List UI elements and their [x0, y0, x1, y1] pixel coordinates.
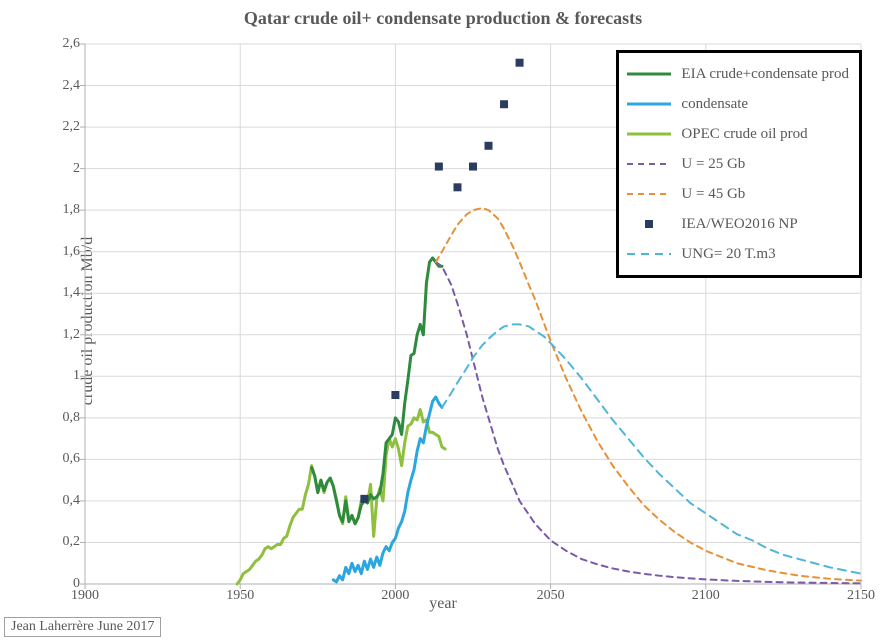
legend-swatch	[625, 184, 673, 204]
y-tick-label: 0,8	[30, 410, 80, 426]
y-tick-label: 1	[30, 368, 80, 384]
y-tick-label: 2,6	[30, 36, 80, 52]
x-axis-label: year	[0, 595, 886, 613]
legend-item-opec: OPEC crude oil prod	[625, 119, 849, 149]
data-point	[469, 163, 477, 171]
data-point	[391, 391, 399, 399]
legend-label: condensate	[681, 96, 748, 113]
legend-label: OPEC crude oil prod	[681, 126, 807, 143]
legend-label: U = 25 Gb	[681, 156, 745, 173]
legend-swatch	[625, 124, 673, 144]
legend-item-eia: EIA crude+condensate prod	[625, 59, 849, 89]
legend-item-ung20: UNG= 20 T.m3	[625, 239, 849, 269]
legend-swatch	[625, 64, 673, 84]
legend-swatch	[625, 94, 673, 114]
legend-item-iea: IEA/WEO2016 NP	[625, 209, 849, 239]
y-tick-label: 1,2	[30, 327, 80, 343]
y-tick-label: 0,4	[30, 493, 80, 509]
x-tick-label: 1950	[210, 588, 270, 604]
series-eia	[312, 258, 442, 524]
y-tick-label: 1,8	[30, 202, 80, 218]
legend-label: U = 45 Gb	[681, 186, 745, 203]
legend-swatch	[625, 154, 673, 174]
legend-item-u25: U = 25 Gb	[625, 149, 849, 179]
data-point	[453, 183, 461, 191]
y-tick-label: 1,4	[30, 285, 80, 301]
y-tick-label: 0,6	[30, 451, 80, 467]
series-opec	[237, 410, 445, 584]
data-point	[435, 163, 443, 171]
legend-item-u45: U = 45 Gb	[625, 179, 849, 209]
legend-label: EIA crude+condensate prod	[681, 66, 849, 83]
data-point	[360, 495, 368, 503]
series-condensate	[333, 397, 442, 582]
y-tick-label: 1,6	[30, 244, 80, 260]
data-point	[500, 100, 508, 108]
y-tick-label: 2,4	[30, 78, 80, 94]
legend-label: IEA/WEO2016 NP	[681, 216, 797, 233]
chart-title: Qatar crude oil+ condensate production &…	[0, 8, 886, 29]
series-ung20	[442, 324, 861, 573]
x-tick-label: 2000	[365, 588, 425, 604]
series-u25	[436, 262, 861, 583]
data-point	[516, 59, 524, 67]
chart-container: Qatar crude oil+ condensate production &…	[0, 0, 886, 641]
y-tick-label: 2,2	[30, 119, 80, 135]
legend-swatch	[625, 214, 673, 234]
x-tick-label: 2050	[521, 588, 581, 604]
legend-label: UNG= 20 T.m3	[681, 246, 775, 263]
y-tick-label: 0,2	[30, 534, 80, 550]
legend: EIA crude+condensate prod condensate OPEC …	[616, 50, 862, 278]
x-tick-label: 2100	[676, 588, 736, 604]
y-tick-label: 2	[30, 161, 80, 177]
data-point	[485, 142, 493, 150]
legend-swatch	[625, 244, 673, 264]
x-tick-label: 1900	[55, 588, 115, 604]
x-tick-label: 2150	[831, 588, 886, 604]
attribution-box: Jean Laherrère June 2017	[4, 617, 161, 637]
legend-item-condensate: condensate	[625, 89, 849, 119]
